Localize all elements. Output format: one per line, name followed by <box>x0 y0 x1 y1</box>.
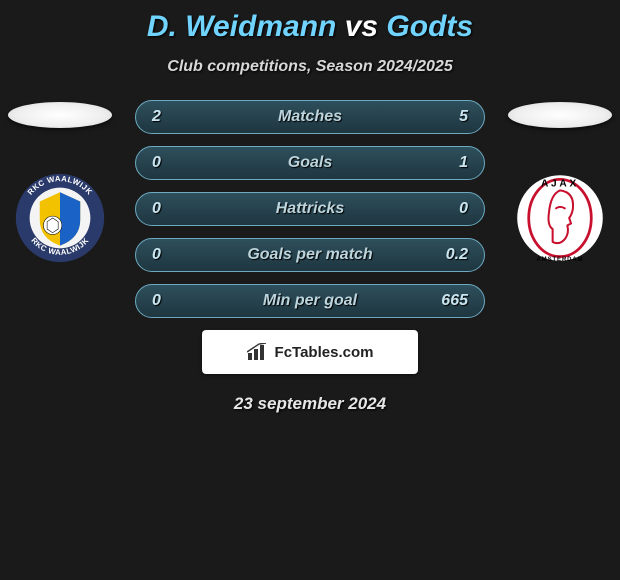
brand-text: FcTables.com <box>275 344 374 361</box>
stat-right-value: 0 <box>428 200 468 218</box>
ajax-badge-icon: AJAX AMSTERDAM <box>514 172 606 264</box>
right-column: AJAX AMSTERDAM <box>500 100 620 264</box>
rkc-waalwijk-badge-icon: RKC WAALWIJK RKC WAALWIJK <box>14 172 106 264</box>
stat-right-value: 1 <box>428 154 468 172</box>
title-player1: D. Weidmann <box>147 10 336 43</box>
stat-left-value: 0 <box>152 246 192 264</box>
club-badge-left: RKC WAALWIJK RKC WAALWIJK <box>14 172 106 264</box>
stat-right-value: 665 <box>428 292 468 310</box>
stat-left-value: 0 <box>152 200 192 218</box>
brand-badge: FcTables.com <box>202 330 418 374</box>
player1-photo-placeholder <box>8 102 112 128</box>
stat-left-value: 0 <box>152 292 192 310</box>
subtitle: Club competitions, Season 2024/2025 <box>0 58 620 76</box>
page-title: D. Weidmann vs Godts <box>0 0 620 44</box>
stat-row-goals-per-match: 0 Goals per match 0.2 <box>135 238 485 272</box>
stat-label: Hattricks <box>192 200 428 218</box>
player2-photo-placeholder <box>508 102 612 128</box>
stat-row-goals: 0 Goals 1 <box>135 146 485 180</box>
generated-date: 23 september 2024 <box>0 394 620 414</box>
comparison-grid: RKC WAALWIJK RKC WAALWIJK AJAX AMSTERDAM <box>0 100 620 318</box>
stat-label: Min per goal <box>192 292 428 310</box>
stat-right-value: 0.2 <box>428 246 468 264</box>
svg-text:AMSTERDAM: AMSTERDAM <box>536 257 583 263</box>
comparison-card: D. Weidmann vs Godts Club competitions, … <box>0 0 620 414</box>
bar-chart-icon <box>247 343 269 361</box>
stat-rows: 2 Matches 5 0 Goals 1 0 Hattricks 0 0 Go… <box>135 100 485 318</box>
stat-label: Goals <box>192 154 428 172</box>
stat-right-value: 5 <box>428 108 468 126</box>
title-vs: vs <box>345 10 378 43</box>
stat-left-value: 2 <box>152 108 192 126</box>
stat-label: Goals per match <box>192 246 428 264</box>
stat-row-hattricks: 0 Hattricks 0 <box>135 192 485 226</box>
stat-left-value: 0 <box>152 154 192 172</box>
stat-label: Matches <box>192 108 428 126</box>
club-badge-right: AJAX AMSTERDAM <box>514 172 606 264</box>
left-column: RKC WAALWIJK RKC WAALWIJK <box>0 100 120 264</box>
title-player2: Godts <box>386 10 473 43</box>
stat-row-matches: 2 Matches 5 <box>135 100 485 134</box>
stat-row-min-per-goal: 0 Min per goal 665 <box>135 284 485 318</box>
svg-text:AJAX: AJAX <box>541 179 579 190</box>
